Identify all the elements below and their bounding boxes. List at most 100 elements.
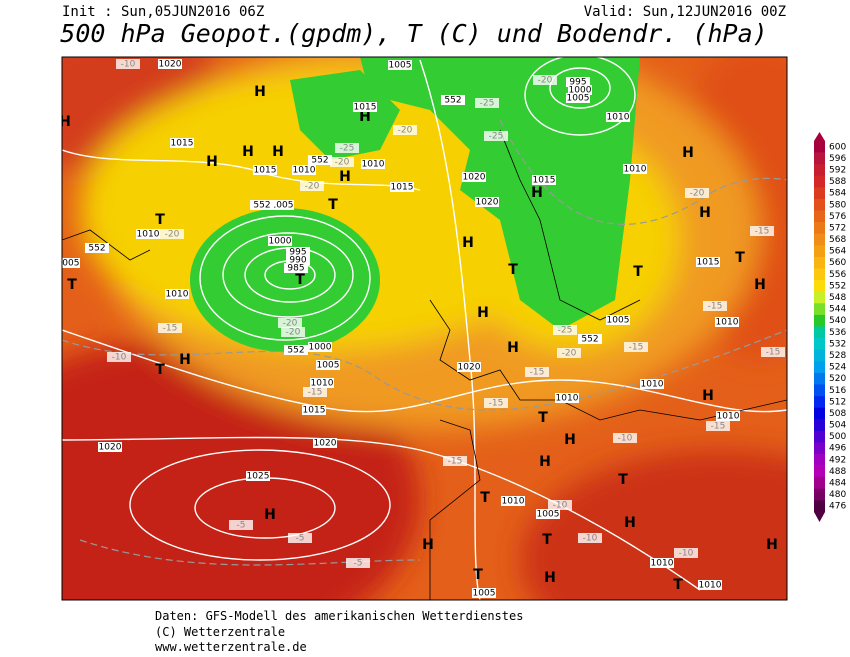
label-box xyxy=(696,257,720,267)
isobar-label: 995 xyxy=(289,248,306,258)
warm-area xyxy=(520,450,787,600)
cold-area-north xyxy=(360,57,640,330)
isobar-label: 1015 xyxy=(354,103,377,113)
colorbar-swatch xyxy=(814,396,825,408)
colorbar-swatch xyxy=(814,222,825,235)
high-pressure-center: H xyxy=(702,388,714,404)
label-box xyxy=(165,289,189,299)
colorbar-swatch xyxy=(814,268,825,281)
colorbar-swatch xyxy=(814,314,825,327)
colorbar-swatch xyxy=(814,210,825,223)
colorbar-swatch xyxy=(814,233,825,246)
high-pressure-center: H xyxy=(682,145,694,161)
colorbar-swatch xyxy=(814,384,825,397)
high-pressure-center: H xyxy=(242,144,254,160)
low-pressure-center: T xyxy=(735,250,745,266)
label-box xyxy=(335,143,359,153)
isobar-label: 1020 xyxy=(458,363,481,373)
colorbar-label: 528 xyxy=(829,351,846,361)
colorbar-swatch xyxy=(814,500,825,513)
low-pressure-center: T xyxy=(155,362,165,378)
isobar-label: 1005 xyxy=(317,361,340,371)
isobar-label: 1010 xyxy=(556,394,579,404)
colorbar-swatch xyxy=(814,349,825,362)
colorbar-label: 508 xyxy=(829,409,846,419)
high-pressure-center: H xyxy=(462,235,474,251)
colorbar-label: 540 xyxy=(829,316,846,326)
label-box xyxy=(390,182,414,192)
colorbar-label: 568 xyxy=(829,235,846,245)
isobar-label: 1020 xyxy=(99,443,122,453)
low-pressure-center: T xyxy=(542,532,552,548)
label-box xyxy=(310,378,334,388)
colorbar-swatch xyxy=(814,488,825,501)
isobars xyxy=(62,57,787,600)
label-box xyxy=(353,102,377,112)
colorbar-swatch xyxy=(814,303,825,316)
temperature-label: -15 xyxy=(766,348,781,358)
label-box xyxy=(268,236,292,246)
colorbar-label: 544 xyxy=(829,305,846,315)
label-box xyxy=(388,60,412,70)
temperature-label: -20 xyxy=(538,76,553,86)
temperature-label: -15 xyxy=(530,368,545,378)
label-box xyxy=(292,165,316,175)
label-box xyxy=(457,362,481,372)
temperature-label: -15 xyxy=(708,302,723,312)
label-box xyxy=(623,164,647,174)
colorbar-swatch xyxy=(814,256,825,269)
temperature-label: -20 xyxy=(562,349,577,359)
low-pressure-center: T xyxy=(328,197,338,213)
low-pressure-center: T xyxy=(67,277,77,293)
temperature-label: -15 xyxy=(163,324,178,334)
label-box xyxy=(533,75,557,85)
label-box xyxy=(548,500,572,510)
colorbar-label: 480 xyxy=(829,490,846,500)
map-title: 500 hPa Geopot.(gpdm), T (C) und Bodendr… xyxy=(60,19,767,48)
label-box xyxy=(281,327,305,337)
isobar-label: 1000 xyxy=(309,343,332,353)
label-box xyxy=(316,360,340,370)
isobar-label: 1005 xyxy=(473,589,496,599)
label-box xyxy=(613,433,637,443)
label-box xyxy=(158,323,182,333)
temperature-label: -10 xyxy=(583,534,598,544)
isobar-label: 1010 xyxy=(311,379,334,389)
temperature-label: -20 xyxy=(165,230,180,240)
colorbar-label: 556 xyxy=(829,270,846,280)
isobar-label: 1015 xyxy=(533,176,556,186)
isobar-label: 1010 xyxy=(166,290,189,300)
label-box xyxy=(475,98,499,108)
temperature-label: -5 xyxy=(296,534,305,544)
temperature-label: -25 xyxy=(480,99,495,109)
isobar-label: 1005 xyxy=(537,510,560,520)
label-box xyxy=(361,159,385,169)
colorbar-label: 520 xyxy=(829,374,846,384)
low-pressure-center: T xyxy=(508,262,518,278)
label-box xyxy=(346,558,370,568)
colorbar-label: 500 xyxy=(829,432,846,442)
label-box xyxy=(568,85,592,95)
isobar-label: 1010 xyxy=(607,113,630,123)
geopotential-label: 552 xyxy=(444,96,461,106)
high-pressure-center: H xyxy=(531,185,543,201)
high-pressure-center: H xyxy=(206,154,218,170)
high-pressure-center: H xyxy=(272,144,284,160)
isobar-label: 1010 xyxy=(137,230,160,240)
footer-line: (C) Wetterzentrale xyxy=(155,625,285,639)
geopotential-label: 552 xyxy=(88,244,105,254)
colorbar-label: 580 xyxy=(829,200,846,210)
footer-line: www.wetterzentrale.de xyxy=(155,640,307,654)
colorbar-label: 600 xyxy=(829,142,846,152)
high-pressure-center: H xyxy=(544,570,556,586)
label-box xyxy=(136,229,160,239)
colorbar-label: 592 xyxy=(829,165,846,175)
colorbar-swatch xyxy=(814,164,825,177)
high-pressure-center: H xyxy=(254,84,266,100)
label-box xyxy=(98,442,122,452)
label-box xyxy=(246,471,270,481)
temperature-label: -20 xyxy=(398,126,413,136)
label-box xyxy=(761,347,785,357)
label-box xyxy=(462,172,486,182)
